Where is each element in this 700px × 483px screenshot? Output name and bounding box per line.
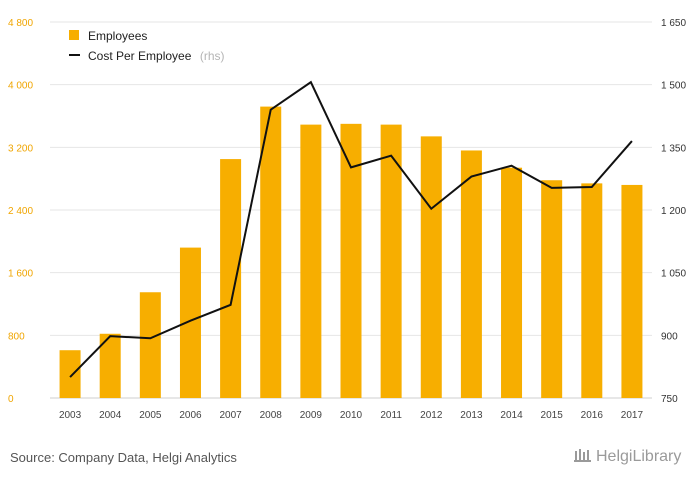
- bar-employees: [380, 124, 402, 398]
- bar-employees: [300, 124, 322, 398]
- x-tick-label: 2005: [139, 410, 162, 421]
- x-tick-label: 2009: [300, 410, 323, 421]
- left-tick-label: 4 000: [8, 81, 33, 92]
- right-tick-label: 1 350: [661, 143, 686, 154]
- x-tick-label: 2012: [420, 410, 443, 421]
- bar-employees: [99, 333, 121, 398]
- right-tick-label: 1 500: [661, 81, 686, 92]
- left-tick-label: 800: [8, 331, 25, 342]
- right-tick-label: 750: [661, 394, 678, 405]
- bar-employees: [501, 167, 523, 398]
- bar-employees: [420, 136, 442, 398]
- left-tick-label: 2 400: [8, 206, 33, 217]
- legend: Employees Cost Per Employee (rhs): [69, 29, 225, 64]
- cost-per-employee-line: [69, 80, 633, 378]
- legend-label-cost-note: (rhs): [200, 49, 225, 63]
- bar-employees: [220, 159, 242, 398]
- x-tick-label: 2011: [380, 410, 402, 421]
- bar-employees: [59, 350, 81, 398]
- bar-employees: [139, 292, 161, 398]
- left-tick-label: 4 800: [8, 18, 33, 29]
- bar-employees: [541, 180, 563, 398]
- brand-name: HelgiLibrary: [596, 448, 682, 465]
- brand-logo: HelgiLibrary: [574, 448, 681, 466]
- library-icon: [574, 449, 591, 462]
- x-tick-label: 2010: [340, 410, 363, 421]
- bar-employees: [581, 183, 603, 398]
- x-axis-ticks: 2003 2004 2005 2006 2007 2008 2009 2010 2011 2012…: [59, 410, 644, 421]
- x-tick-label: 2014: [500, 410, 523, 421]
- x-tick-label: 2017: [621, 410, 644, 421]
- x-tick-label: 2006: [179, 410, 202, 421]
- right-tick-label: 1 200: [661, 206, 686, 217]
- x-tick-label: 2016: [581, 410, 604, 421]
- bar-employees: [460, 150, 482, 398]
- legend-label-cost: Cost Per Employee (rhs): [88, 47, 225, 64]
- right-tick-label: 900: [661, 331, 678, 342]
- right-tick-label: 1 650: [661, 18, 686, 29]
- x-tick-label: 2004: [99, 410, 122, 421]
- line-cost-per-employee: [69, 80, 633, 378]
- legend-swatch-employees: [69, 30, 79, 40]
- right-axis-ticks: 750 900 1 050 1 200 1 350 1 500 1 650: [661, 18, 686, 405]
- source-note: Source: Company Data, Helgi Analytics: [10, 450, 237, 465]
- left-tick-label: 1 600: [8, 269, 33, 280]
- x-tick-label: 2003: [59, 410, 82, 421]
- employees-bars: [59, 106, 643, 398]
- right-tick-label: 1 050: [661, 269, 686, 280]
- x-tick-label: 2013: [460, 410, 483, 421]
- bar-employees: [260, 106, 282, 398]
- legend-label-employees: Employees: [88, 29, 147, 43]
- combo-chart: 0 800 1 600 2 400 3 200 4 000 4 800 750 900 1 05…: [8, 18, 686, 421]
- bar-employees: [621, 184, 643, 398]
- left-tick-label: 0: [8, 394, 14, 405]
- bar-employees: [340, 123, 362, 398]
- left-axis-ticks: 0 800 1 600 2 400 3 200 4 000 4 800: [8, 18, 33, 405]
- x-tick-label: 2007: [219, 410, 242, 421]
- left-tick-label: 3 200: [8, 143, 33, 154]
- bar-employees: [179, 247, 201, 398]
- x-tick-label: 2008: [260, 410, 283, 421]
- legend-label-cost-name: Cost Per Employee: [88, 49, 192, 63]
- x-tick-label: 2015: [541, 410, 564, 421]
